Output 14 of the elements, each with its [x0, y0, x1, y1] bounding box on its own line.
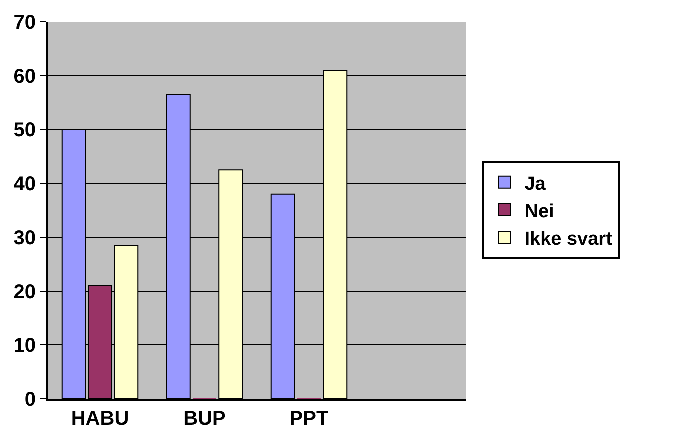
y-tick-label: 40: [14, 174, 36, 196]
x-tick-label: PPT: [290, 408, 329, 430]
y-tick-label: 0: [24, 389, 36, 411]
legend-label: Nei: [524, 201, 554, 222]
y-tick-label: 60: [14, 66, 36, 88]
y-tick-label: 30: [14, 227, 36, 250]
y-tick-label: 70: [14, 12, 36, 34]
y-tick-label: 50: [14, 120, 36, 142]
y-tick-label: 20: [14, 281, 36, 304]
legend-label: Ikke svart: [524, 229, 614, 250]
x-tick-label: HABU: [71, 408, 130, 430]
y-tick-label: 10: [14, 335, 36, 358]
x-tick-label: BUP: [184, 408, 226, 430]
legend-label: Ja: [524, 174, 546, 195]
